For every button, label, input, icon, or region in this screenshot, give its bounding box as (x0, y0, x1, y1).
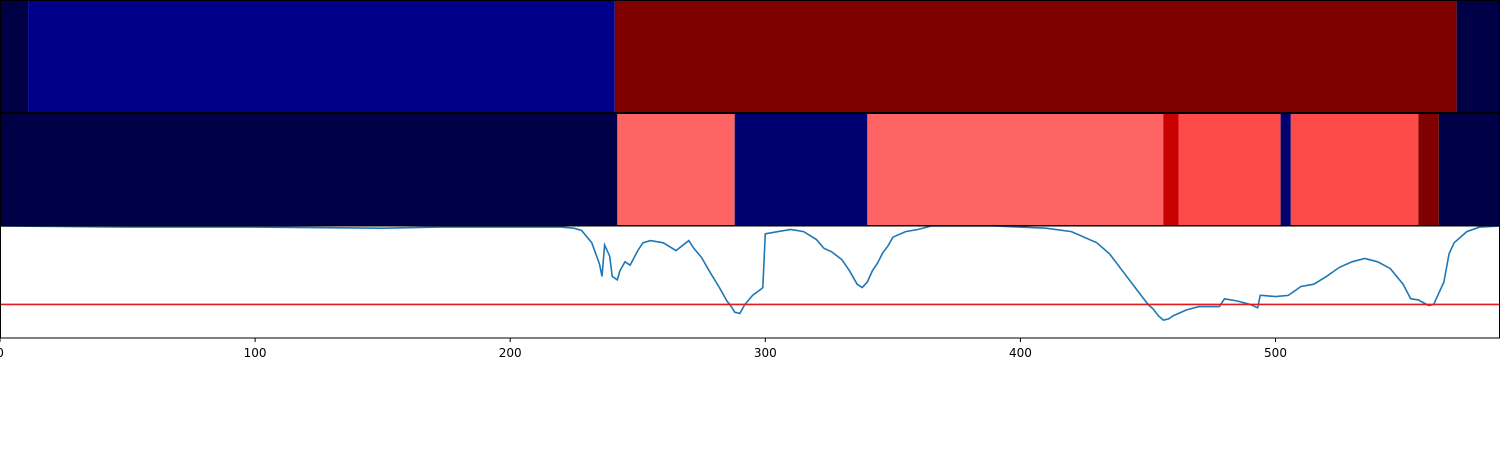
heatmap-segment-1-0 (0, 1, 28, 112)
heatmap-segment-2-0 (0, 114, 617, 225)
heatmap-panel-2 (0, 114, 1500, 226)
heatmap-segment-2-2 (735, 114, 868, 225)
x-tick-label-1: 100 (244, 346, 267, 360)
series-line (0, 226, 1500, 320)
x-tick-label-0: 0 (0, 346, 4, 360)
heatmap-segment-2-7 (1291, 114, 1419, 225)
heatmap-segment-2-4 (1163, 114, 1178, 225)
heatmap-segment-2-3 (867, 114, 1163, 225)
x-axis: 0 100 200 300 400 500 (0, 338, 1287, 360)
line-panel (0, 226, 1500, 338)
x-tick-label-2: 200 (499, 346, 522, 360)
heatmap-segment-2-1 (617, 114, 734, 225)
heatmap-segment-2-9 (1439, 114, 1500, 225)
heatmap-segment-2-5 (1179, 114, 1281, 225)
heatmap-segment-2-8 (1418, 114, 1438, 225)
heatmap-segment-1-1 (28, 1, 615, 112)
heatmap-segment-2-6 (1281, 114, 1291, 225)
heatmap-segment-1-3 (1457, 1, 1500, 112)
heatmap-panel-1 (0, 1, 1500, 113)
x-tick-label-4: 400 (1009, 346, 1032, 360)
x-tick-label-3: 300 (754, 346, 777, 360)
heatmap-segment-1-2 (615, 1, 1457, 112)
x-tick-label-5: 500 (1264, 346, 1287, 360)
line-panel-frame (1, 226, 1500, 338)
